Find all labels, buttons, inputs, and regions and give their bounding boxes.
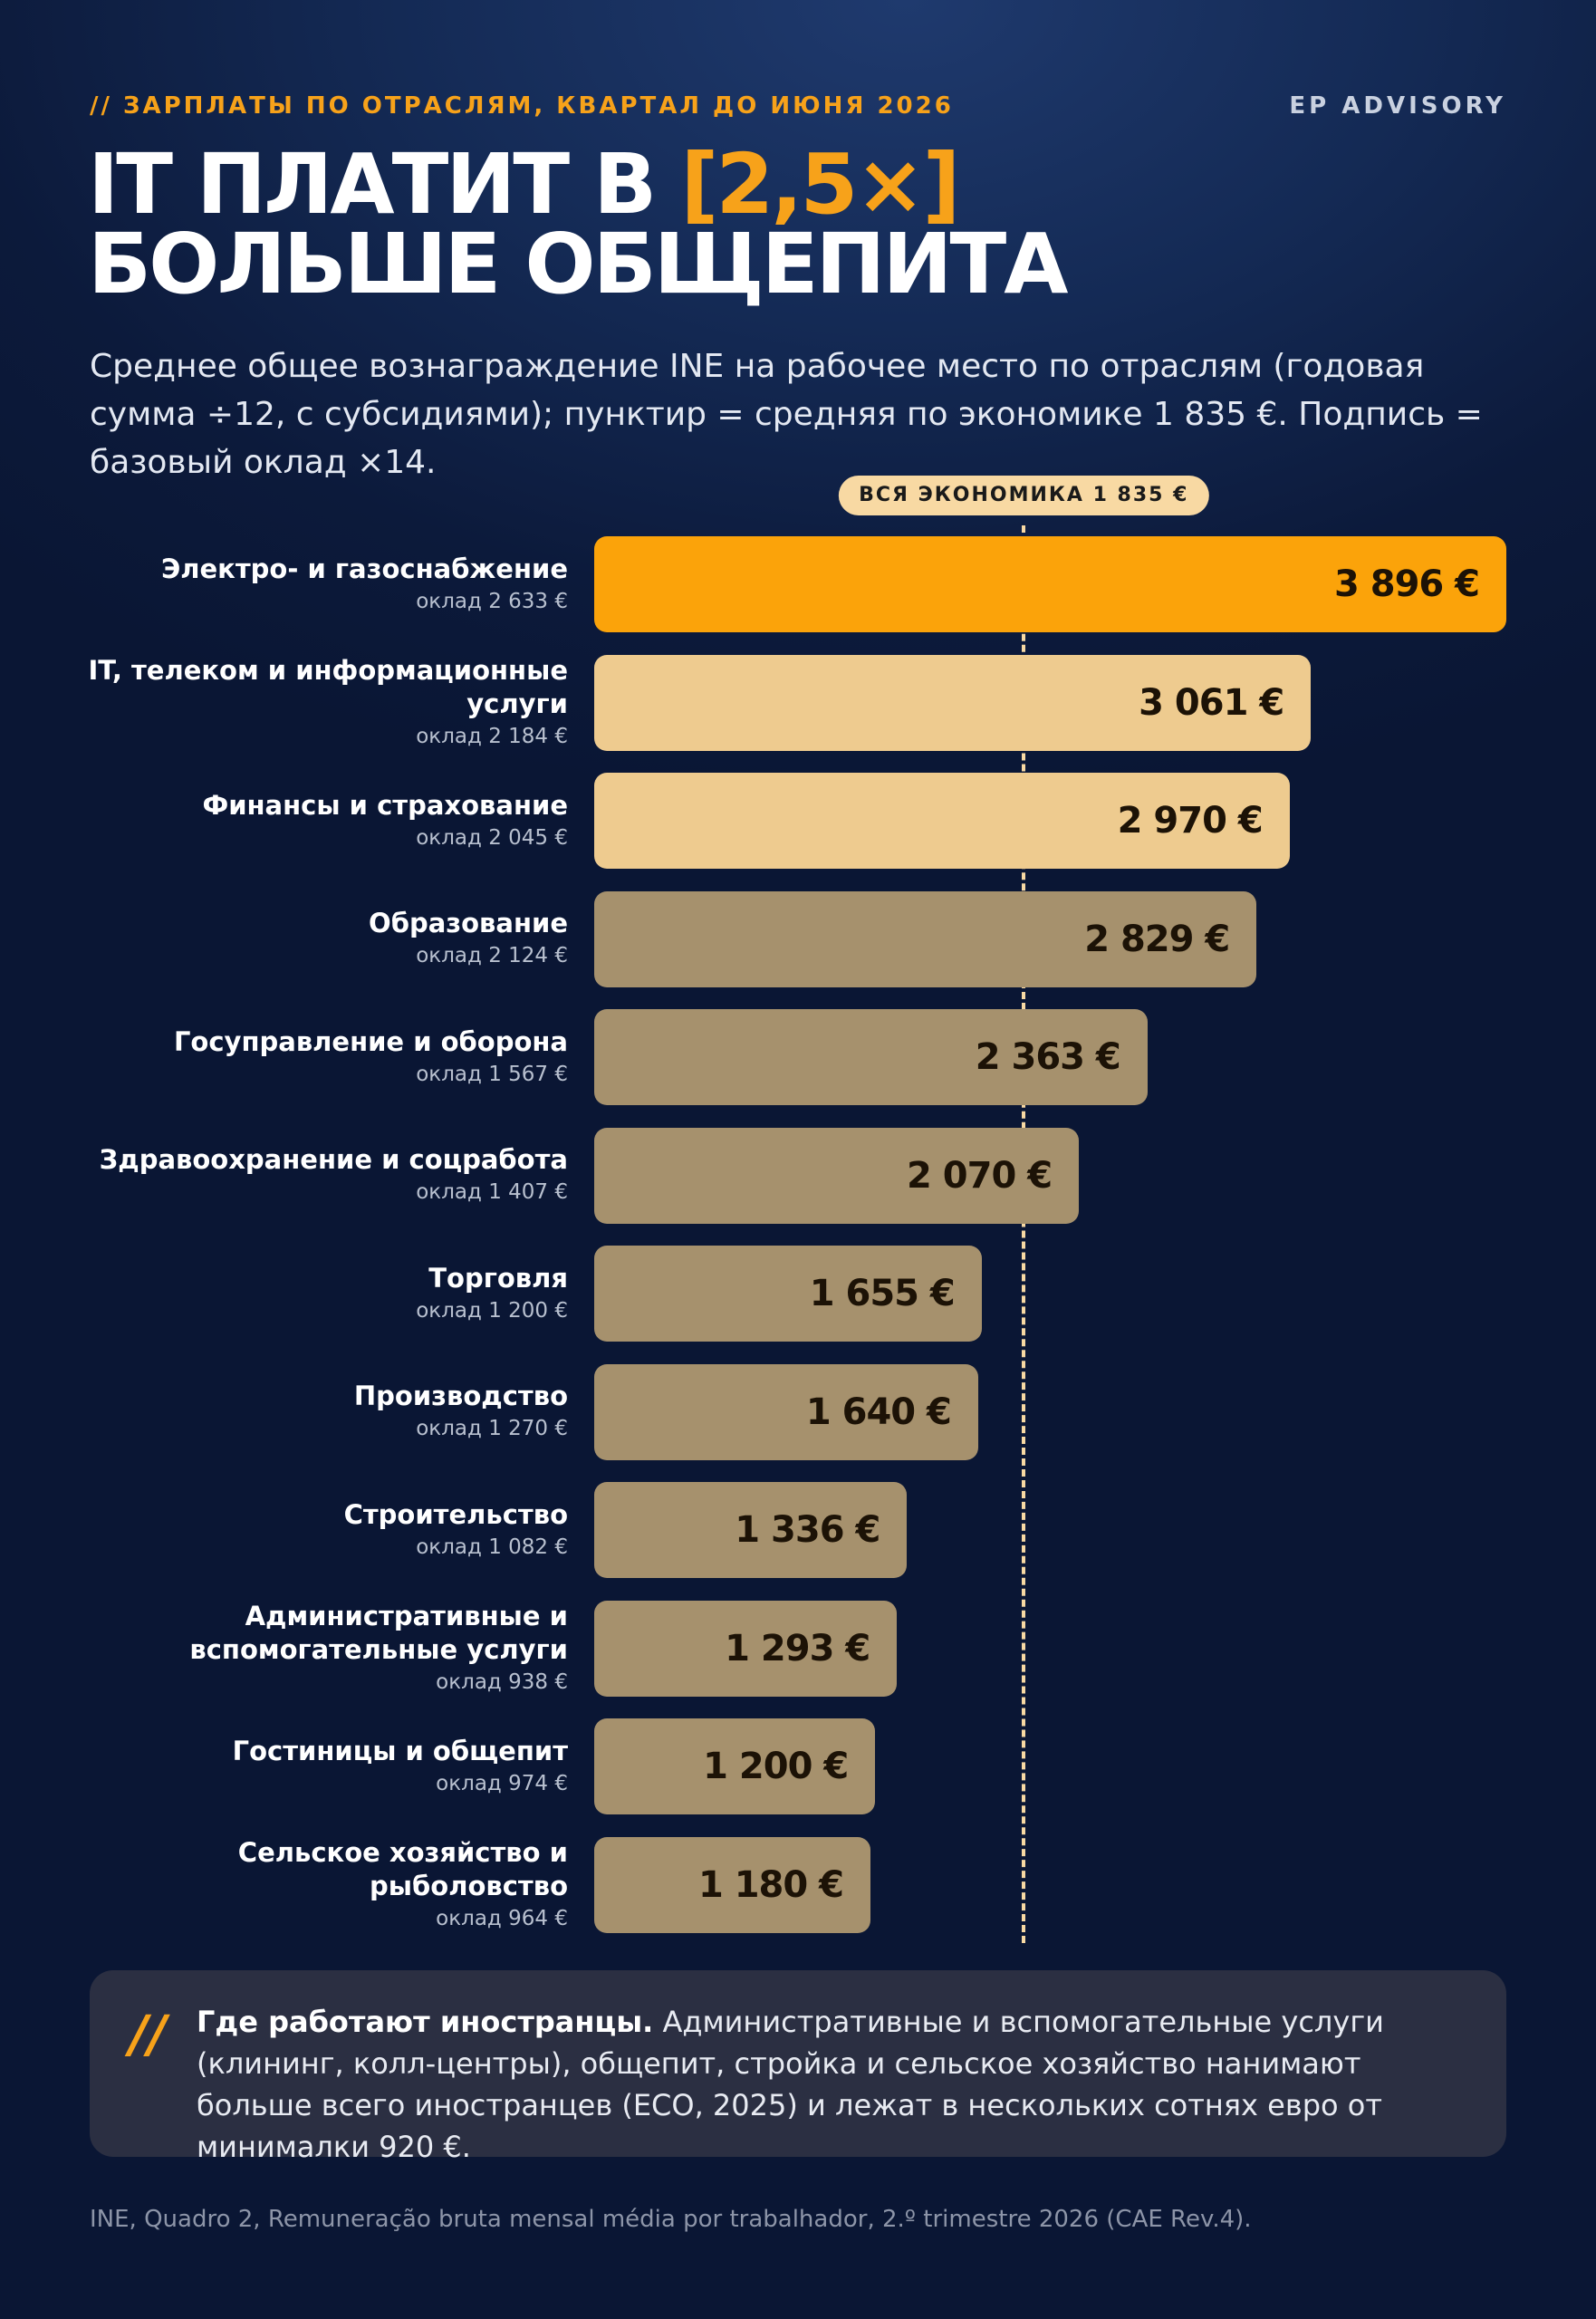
note-title: Где работают иностранцы.: [197, 2005, 654, 2039]
average-label: ВСЯ ЭКОНОМИКА 1 835 €: [839, 476, 1209, 515]
category-label-2: IT, телеком и информационные услуги оклад…: [61, 654, 568, 752]
bar-7: 1 655 €: [594, 1246, 982, 1342]
bar-12: 1 180 €: [594, 1836, 870, 1933]
category-name: Финансы и страхование: [202, 789, 568, 821]
category-label-7: Торговля оклад 1 200 €: [61, 1262, 568, 1326]
category-name: Госуправление и оборона: [173, 1025, 568, 1057]
category-base-salary: оклад 2 184 €: [416, 724, 568, 748]
kicker-text: ЗАРПЛАТЫ ПО ОТРАСЛЯМ, КВАРТАЛ ДО ИЮНЯ 20…: [123, 92, 954, 120]
bar-value-label: 1 640 €: [805, 1390, 952, 1433]
category-name: Административные и вспомогательные услуг…: [189, 1600, 568, 1665]
category-name: Электро- и газоснабжение: [160, 553, 568, 584]
kicker-slashes: //: [90, 92, 112, 120]
category-label-4: Образование оклад 2 124 €: [61, 907, 568, 971]
headline-line-1: IT ПЛАТИТ В [2,5×]: [88, 143, 1065, 226]
bar-value-label: 3 061 €: [1139, 681, 1284, 724]
note-body: Административные и вспомогательные услуг…: [197, 2005, 1384, 2164]
note-slashes-icon: //: [130, 2006, 167, 2064]
bar-8: 1 640 €: [594, 1363, 978, 1460]
category-label-1: Электро- и газоснабжение оклад 2 633 €: [61, 553, 568, 617]
bar-value-label: 2 363 €: [975, 1036, 1121, 1078]
headline-line-2: БОЛЬШЕ ОБЩЕПИТА: [88, 216, 1068, 313]
bar-1: 3 896 €: [594, 536, 1506, 632]
category-base-salary: оклад 2 633 €: [416, 589, 568, 613]
category-name: Здравоохранение и соцработа: [99, 1144, 568, 1175]
bar-value-label: 2 970 €: [1117, 800, 1264, 842]
bar-11: 1 200 €: [594, 1718, 876, 1814]
bar-chart: ВСЯ ЭКОНОМИКА 1 835 € 3 896 € Электро- и …: [61, 476, 1506, 1943]
category-base-salary: оклад 1 200 €: [416, 1298, 568, 1323]
category-name: Строительство: [343, 1498, 568, 1530]
page-title: IT ПЛАТИТ В [2,5×] БОЛЬШЕ ОБЩЕПИТА: [88, 143, 1068, 313]
category-label-8: Производство оклад 1 270 €: [61, 1380, 568, 1444]
bar-value-label: 1 200 €: [703, 1746, 849, 1787]
bar-5: 2 363 €: [594, 1009, 1148, 1105]
bar-value-label: 1 655 €: [809, 1273, 956, 1314]
bar-value-label: 2 070 €: [907, 1154, 1053, 1197]
category-name: IT, телеком и информационные услуги: [88, 654, 568, 719]
category-base-salary: оклад 964 €: [436, 1906, 568, 1930]
category-name: Производство: [353, 1381, 568, 1411]
category-name: Гостиницы и общепит: [232, 1735, 568, 1766]
note-box: // Где работают иностранцы. Администрати…: [90, 1970, 1506, 2164]
category-label-12: Сельское хозяйство и рыболовство оклад 96…: [61, 1836, 568, 1934]
bar-value-label: 2 829 €: [1084, 918, 1230, 960]
category-base-salary: оклад 1 270 €: [416, 1417, 568, 1440]
category-label-3: Финансы и страхование оклад 2 045 €: [61, 789, 568, 853]
kicker: // ЗАРПЛАТЫ ПО ОТРАСЛЯМ, КВАРТАЛ ДО ИЮНЯ …: [90, 92, 954, 120]
category-base-salary: оклад 2 124 €: [416, 944, 568, 967]
headline-part-1: IT ПЛАТИТ В: [88, 136, 681, 233]
category-label-10: Административные и вспомогательные услуг…: [61, 1600, 568, 1698]
category-name: Торговля: [428, 1262, 568, 1294]
bar-value-label: 1 180 €: [697, 1863, 844, 1906]
category-label-6: Здравоохранение и соцработа оклад 1 407 €: [61, 1143, 568, 1208]
bar-value-label: 1 293 €: [725, 1627, 870, 1669]
bar-6: 2 070 €: [594, 1127, 1080, 1224]
category-base-salary: оклад 1 407 €: [416, 1180, 568, 1204]
category-base-salary: оклад 1 082 €: [416, 1535, 568, 1559]
category-label-11: Гостиницы и общепит оклад 974 €: [61, 1735, 568, 1799]
source-note: INE, Quadro 2, Remuneração bruta mensal …: [90, 2206, 1252, 2233]
category-label-9: Строительство оклад 1 082 €: [61, 1498, 568, 1563]
bar-value-label: 3 896 €: [1333, 563, 1480, 605]
subtitle: Среднее общее вознаграждение INE на рабо…: [90, 348, 1483, 481]
category-base-salary: оклад 1 567 €: [416, 1062, 568, 1086]
brand-logo-text: EP ADVISORY: [1289, 92, 1506, 120]
category-base-salary: оклад 938 €: [436, 1669, 568, 1694]
category-name: Образование: [369, 908, 568, 938]
bar-2: 3 061 €: [594, 654, 1312, 751]
average-dashed-line: [1022, 525, 1026, 1943]
bar-value-label: 1 336 €: [735, 1509, 880, 1551]
category-name: Сельское хозяйство и рыболовство: [237, 1836, 568, 1901]
category-base-salary: оклад 974 €: [436, 1771, 568, 1795]
category-label-5: Госуправление и оборона оклад 1 567 €: [61, 1025, 568, 1090]
headline-accent: [2,5×]: [680, 136, 960, 233]
category-base-salary: оклад 2 045 €: [416, 825, 568, 850]
bar-4: 2 829 €: [594, 890, 1257, 987]
note-text: Где работают иностранцы. Административны…: [197, 2001, 1474, 2168]
bar-9: 1 336 €: [594, 1482, 908, 1578]
bar-3: 2 970 €: [594, 773, 1290, 869]
bar-10: 1 293 €: [594, 1600, 898, 1697]
